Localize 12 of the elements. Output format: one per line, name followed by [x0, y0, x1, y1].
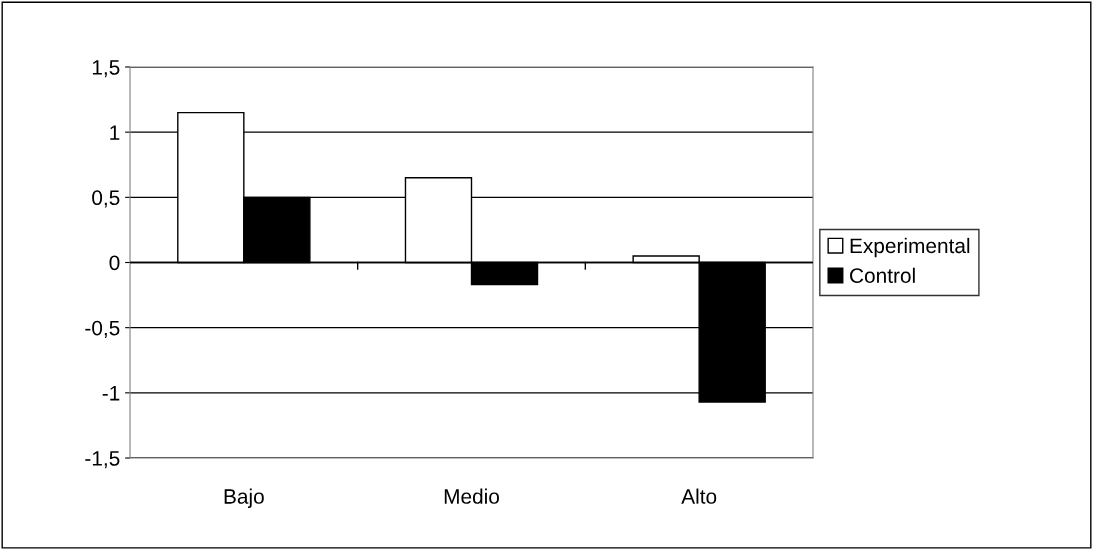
legend-label: Control: [850, 267, 915, 284]
y-tick-label: -1,5: [85, 451, 120, 469]
x-tick-label: Alto: [681, 488, 717, 504]
legend-label: Experimental: [850, 237, 970, 258]
y-tick-label: -1: [102, 386, 120, 401]
y-tick-label: -0,5: [85, 320, 120, 338]
y-tick-label: 0,5: [92, 190, 120, 208]
x-tick-label: Bajo: [224, 488, 264, 508]
y-tick-label: 1: [110, 125, 120, 140]
y-tick-label: 0: [109, 255, 120, 271]
y-tick-label: 1,5: [92, 60, 120, 78]
x-tick-label: Medio: [444, 488, 499, 504]
